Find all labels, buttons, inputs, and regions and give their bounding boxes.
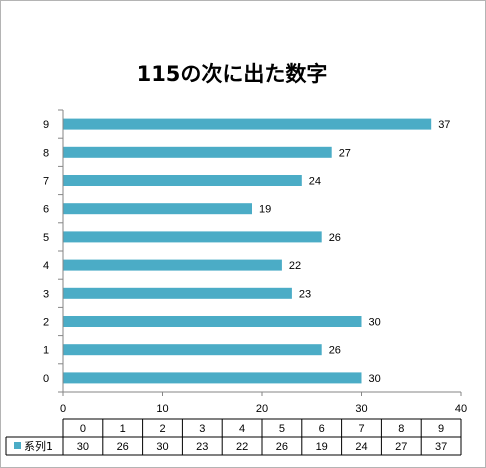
table-header-4: 4: [239, 423, 245, 435]
table-header-5: 5: [279, 423, 285, 435]
bars-layer: 30 26 30 23 22 26 19 24 27 37: [63, 118, 450, 385]
table-cell-8: 27: [395, 441, 407, 453]
x-tick-label-40: 40: [455, 403, 467, 415]
x-tick-label-10: 10: [156, 403, 168, 415]
bar-6: [63, 203, 252, 215]
bar-0: [63, 372, 362, 384]
table-header-7: 7: [358, 423, 364, 435]
table-cell-1: 26: [117, 441, 129, 453]
bar-3: [63, 287, 292, 299]
table-cell-7: 24: [355, 441, 367, 453]
data-label-5: 26: [329, 232, 341, 244]
table-header-8: 8: [398, 423, 404, 435]
table-header-0: 0: [80, 423, 86, 435]
y-tick-label-8: 8: [43, 147, 49, 159]
data-label-9: 37: [438, 119, 450, 131]
bar-8: [63, 146, 332, 158]
x-tick-label-30: 30: [355, 403, 367, 415]
table-cell-5: 26: [276, 441, 288, 453]
data-table: 0 30 1 26 2 30 3 23 4 22 5 26 6 19 7 24 8 27 9 37 系列1: [5, 418, 462, 456]
table-cell-6: 19: [316, 441, 328, 453]
data-label-2: 30: [369, 317, 381, 329]
y-tick-label-7: 7: [43, 176, 49, 188]
table-header-6: 6: [319, 423, 325, 435]
y-tick-label-3: 3: [43, 288, 49, 300]
y-tick-label-4: 4: [43, 260, 49, 272]
y-tick-label-0: 0: [43, 373, 49, 385]
table-header-1: 1: [120, 423, 126, 435]
y-tick-label-5: 5: [43, 232, 49, 244]
table-header-2: 2: [159, 423, 165, 435]
chart-title: 115の次に出た数字: [137, 62, 328, 86]
table-cell-9: 37: [435, 441, 447, 453]
x-tick-label-0: 0: [60, 403, 66, 415]
bar-9: [63, 118, 432, 130]
data-label-6: 19: [259, 204, 271, 216]
bar-4: [63, 259, 282, 271]
legend-key: [14, 442, 21, 449]
data-label-4: 22: [289, 260, 301, 272]
data-label-7: 24: [309, 176, 321, 188]
bar-7: [63, 175, 302, 186]
data-label-3: 23: [299, 288, 311, 300]
bar-2: [63, 316, 362, 327]
table-header-9: 9: [438, 423, 444, 435]
table-cell-0: 30: [77, 441, 89, 453]
data-label-0: 30: [369, 373, 381, 385]
y-tick-label-1: 1: [43, 345, 49, 357]
y-tick-label-2: 2: [43, 317, 49, 329]
data-label-1: 26: [329, 345, 341, 357]
bar-1: [63, 344, 322, 356]
x-tick-label-20: 20: [256, 403, 268, 415]
table-cell-3: 23: [196, 441, 208, 453]
data-label-8: 27: [339, 147, 351, 159]
y-tick-label-9: 9: [43, 119, 49, 131]
table-cell-4: 22: [236, 441, 248, 453]
table-cell-2: 30: [156, 441, 168, 453]
y-tick-label-6: 6: [43, 204, 49, 216]
table-header-3: 3: [199, 423, 205, 435]
legend-series-name: 系列1: [24, 439, 53, 453]
bar-5: [63, 231, 322, 243]
